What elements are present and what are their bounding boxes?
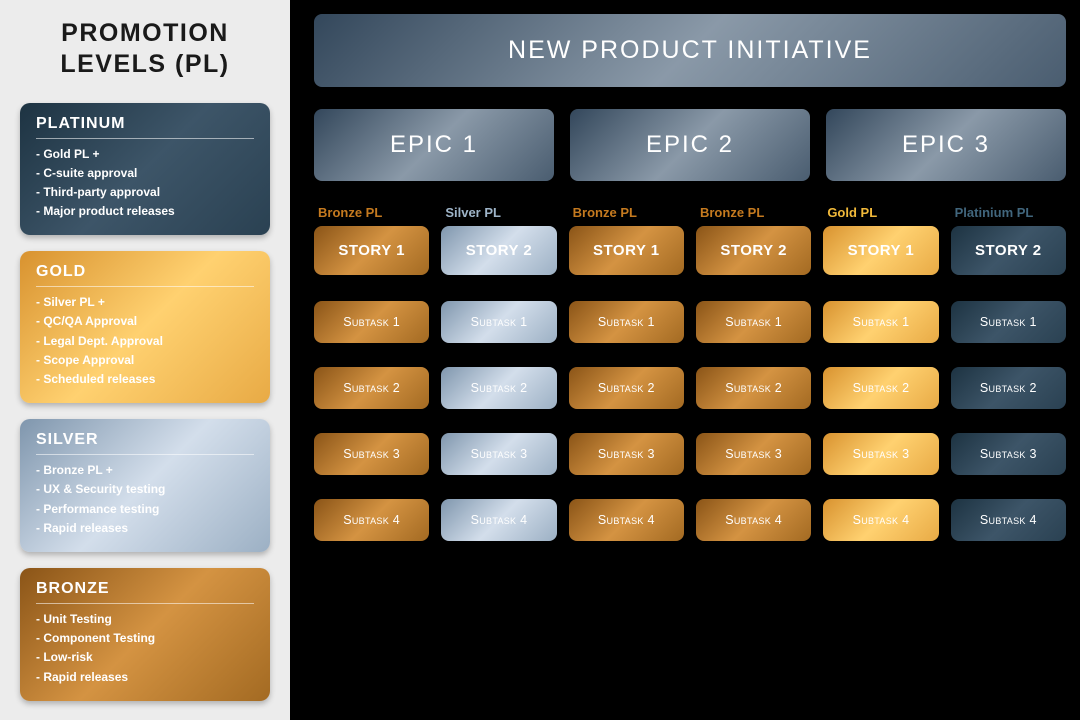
level-items: Bronze PL +UX & Security testingPerforma…: [36, 461, 254, 538]
epics-row: EPIC 1EPIC 2EPIC 3: [314, 109, 1066, 181]
subtask-column: Subtask 1 Subtask 2 Subtask 3 Subtask 4: [314, 301, 429, 541]
story-column: Bronze PL STORY 2: [696, 205, 811, 275]
subtask-box: Subtask 2: [823, 367, 938, 409]
level-item: Rapid releases: [36, 519, 254, 538]
subtask-box: Subtask 2: [951, 367, 1066, 409]
subtask-box: Subtask 4: [951, 499, 1066, 541]
level-card-gold: GOLD Silver PL +QC/QA ApprovalLegal Dept.…: [20, 251, 270, 403]
main-area: NEW PRODUCT INITIATIVE EPIC 1EPIC 2EPIC …: [290, 0, 1080, 720]
subtask-box: Subtask 1: [441, 301, 556, 343]
level-item: Scheduled releases: [36, 370, 254, 389]
subtask-column: Subtask 1 Subtask 2 Subtask 3 Subtask 4: [951, 301, 1066, 541]
subtask-box: Subtask 2: [569, 367, 684, 409]
initiative-header: NEW PRODUCT INITIATIVE: [314, 14, 1066, 87]
level-item: Gold PL +: [36, 145, 254, 164]
level-item: Major product releases: [36, 202, 254, 221]
pl-label: Gold PL: [823, 205, 938, 220]
story-box: STORY 1: [569, 226, 684, 275]
subtask-box: Subtask 1: [823, 301, 938, 343]
story-column: Silver PL STORY 2: [441, 205, 556, 275]
epic-box: EPIC 2: [570, 109, 810, 181]
subtasks-grid: Subtask 1Subtask 2Subtask 3Subtask 4Subt…: [314, 301, 1066, 541]
subtask-box: Subtask 4: [569, 499, 684, 541]
level-item: QC/QA Approval: [36, 312, 254, 331]
level-items: Silver PL +QC/QA ApprovalLegal Dept. App…: [36, 293, 254, 389]
level-item: UX & Security testing: [36, 480, 254, 499]
level-card-bronze: BRONZE Unit TestingComponent TestingLow-r…: [20, 568, 270, 701]
story-box: STORY 1: [823, 226, 938, 275]
pl-label: Silver PL: [441, 205, 556, 220]
level-item: Bronze PL +: [36, 461, 254, 480]
level-card-platinum: PLATINUM Gold PL +C-suite approvalThird-p…: [20, 103, 270, 236]
level-item: Component Testing: [36, 629, 254, 648]
sidebar-title-line1: PROMOTION: [61, 19, 229, 47]
story-box: STORY 2: [696, 226, 811, 275]
subtask-box: Subtask 3: [823, 433, 938, 475]
subtask-column: Subtask 1 Subtask 2 Subtask 3 Subtask 4: [696, 301, 811, 541]
levels-container: PLATINUM Gold PL +C-suite approvalThird-p…: [20, 103, 270, 717]
level-title: SILVER: [36, 431, 254, 455]
level-item: Unit Testing: [36, 610, 254, 629]
subtask-box: Subtask 3: [441, 433, 556, 475]
subtask-box: Subtask 4: [696, 499, 811, 541]
subtask-column: Subtask 1 Subtask 2 Subtask 3 Subtask 4: [441, 301, 556, 541]
sidebar-title: PROMOTION LEVELS (PL): [20, 18, 270, 81]
subtask-box: Subtask 2: [314, 367, 429, 409]
level-title: PLATINUM: [36, 115, 254, 139]
level-title: GOLD: [36, 263, 254, 287]
subtask-column: Subtask 1 Subtask 2 Subtask 3 Subtask 4: [823, 301, 938, 541]
subtask-box: Subtask 1: [569, 301, 684, 343]
story-column: Platinium PL STORY 2: [951, 205, 1066, 275]
story-box: STORY 2: [951, 226, 1066, 275]
epic-box: EPIC 1: [314, 109, 554, 181]
level-item: Low-risk: [36, 648, 254, 667]
level-item: Rapid releases: [36, 668, 254, 687]
pl-label: Bronze PL: [569, 205, 684, 220]
sidebar: PROMOTION LEVELS (PL) PLATINUMGold PL +C…: [0, 0, 290, 720]
level-item: Silver PL +: [36, 293, 254, 312]
level-card-silver: SILVER Bronze PL +UX & Security testingPe…: [20, 419, 270, 552]
pl-label: Bronze PL: [314, 205, 429, 220]
subtask-box: Subtask 4: [823, 499, 938, 541]
subtask-box: Subtask 1: [314, 301, 429, 343]
sidebar-title-line2: LEVELS (PL): [60, 50, 229, 78]
subtask-box: Subtask 4: [314, 499, 429, 541]
level-item: C-suite approval: [36, 164, 254, 183]
subtask-column: Subtask 1 Subtask 2 Subtask 3 Subtask 4: [569, 301, 684, 541]
subtask-box: Subtask 2: [696, 367, 811, 409]
subtask-box: Subtask 1: [951, 301, 1066, 343]
level-item: Third-party approval: [36, 183, 254, 202]
subtask-box: Subtask 3: [696, 433, 811, 475]
level-title: BRONZE: [36, 580, 254, 604]
epic-box: EPIC 3: [826, 109, 1066, 181]
pl-label: Platinium PL: [951, 205, 1066, 220]
level-item: Scope Approval: [36, 351, 254, 370]
subtask-box: Subtask 1: [696, 301, 811, 343]
pl-label: Bronze PL: [696, 205, 811, 220]
story-column: Bronze PL STORY 1: [314, 205, 429, 275]
level-items: Unit TestingComponent TestingLow-riskRap…: [36, 610, 254, 687]
story-box: STORY 2: [441, 226, 556, 275]
subtask-box: Subtask 4: [441, 499, 556, 541]
subtask-box: Subtask 3: [569, 433, 684, 475]
level-item: Performance testing: [36, 500, 254, 519]
subtask-box: Subtask 3: [951, 433, 1066, 475]
story-box: STORY 1: [314, 226, 429, 275]
level-item: Legal Dept. Approval: [36, 332, 254, 351]
story-column: Gold PL STORY 1: [823, 205, 938, 275]
stories-row: Bronze PLSTORY 1Silver PLSTORY 2Bronze P…: [314, 205, 1066, 275]
story-column: Bronze PL STORY 1: [569, 205, 684, 275]
subtask-box: Subtask 3: [314, 433, 429, 475]
subtask-box: Subtask 2: [441, 367, 556, 409]
level-items: Gold PL +C-suite approvalThird-party app…: [36, 145, 254, 222]
